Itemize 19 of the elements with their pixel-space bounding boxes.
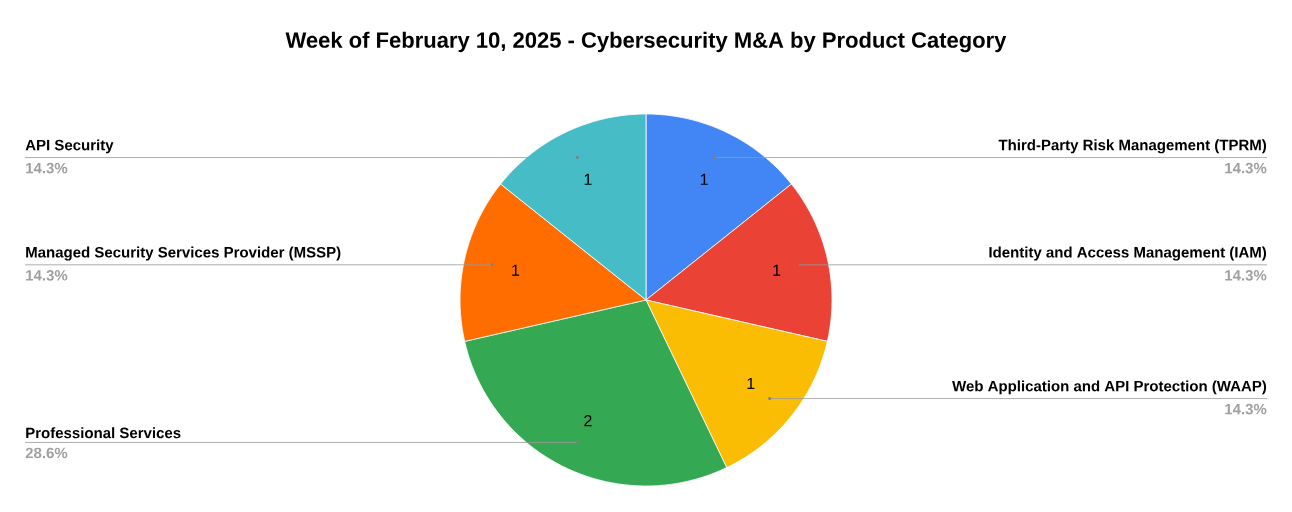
- text: 14.3%: [26, 162, 68, 174]
- data-label: 2: [584, 415, 592, 427]
- text: 14.3%: [26, 270, 68, 281]
- text: 14.3%: [1225, 403, 1267, 415]
- slice-label: Identity and Access Management (IAM): [989, 246, 1267, 261]
- data-label: 1: [512, 264, 520, 276]
- text: 28.6%: [25, 447, 68, 459]
- slice-label: API Security: [25, 139, 114, 154]
- slice-label: Managed Security Services Provider (MSSP): [26, 246, 341, 261]
- slice-label: Professional Services: [26, 427, 181, 439]
- text: 14.3%: [1225, 270, 1267, 281]
- data-label: 1: [747, 377, 755, 389]
- chart-title: Week of February 10, 2025 - Cybersecurity M&A by Product Category: [285, 31, 1007, 53]
- text: 14.3%: [1225, 162, 1267, 174]
- data-label: 1: [700, 173, 708, 185]
- slice-label: Web Application and API Protection (WAAP): [952, 380, 1267, 395]
- slice-label: Third-Party Risk Management (TPRM): [998, 139, 1267, 154]
- data-label: 1: [773, 264, 781, 276]
- data-label: 1: [584, 173, 592, 185]
